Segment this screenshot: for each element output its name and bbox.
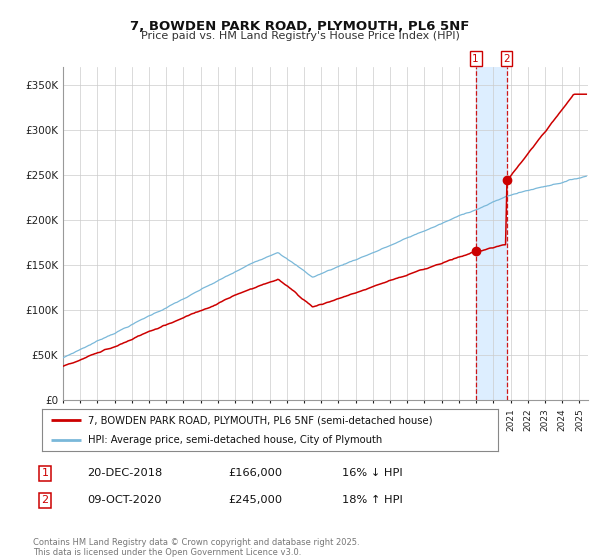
Text: 1: 1 xyxy=(41,468,49,478)
Text: HPI: Average price, semi-detached house, City of Plymouth: HPI: Average price, semi-detached house,… xyxy=(88,435,382,445)
Text: 1: 1 xyxy=(472,54,479,64)
Text: £166,000: £166,000 xyxy=(228,468,282,478)
Text: Price paid vs. HM Land Registry's House Price Index (HPI): Price paid vs. HM Land Registry's House … xyxy=(140,31,460,41)
Text: 7, BOWDEN PARK ROAD, PLYMOUTH, PL6 5NF (semi-detached house): 7, BOWDEN PARK ROAD, PLYMOUTH, PL6 5NF (… xyxy=(88,415,432,425)
Text: 16% ↓ HPI: 16% ↓ HPI xyxy=(342,468,403,478)
Text: 7, BOWDEN PARK ROAD, PLYMOUTH, PL6 5NF: 7, BOWDEN PARK ROAD, PLYMOUTH, PL6 5NF xyxy=(130,20,470,32)
Bar xyxy=(476,67,506,400)
Text: 09-OCT-2020: 09-OCT-2020 xyxy=(87,495,161,505)
Text: Contains HM Land Registry data © Crown copyright and database right 2025.
This d: Contains HM Land Registry data © Crown c… xyxy=(33,538,359,557)
Text: £245,000: £245,000 xyxy=(228,495,282,505)
Text: 2: 2 xyxy=(503,54,510,64)
Text: 18% ↑ HPI: 18% ↑ HPI xyxy=(342,495,403,505)
Text: 2: 2 xyxy=(41,495,49,505)
Text: 20-DEC-2018: 20-DEC-2018 xyxy=(87,468,162,478)
